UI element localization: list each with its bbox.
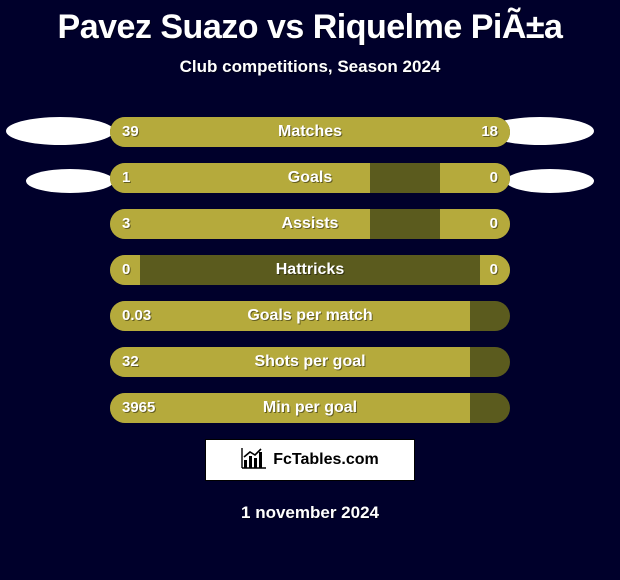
- comparison-chart: 3918Matches 10Goals 30Assists 00Hattricks 0.…: [0, 117, 620, 423]
- stat-label: Assists: [110, 209, 510, 239]
- stat-label: Hattricks: [110, 255, 510, 285]
- stat-label: Shots per goal: [110, 347, 510, 377]
- page-title: Pavez Suazo vs Riquelme PiÃ±a: [0, 0, 620, 47]
- stat-row: 00Hattricks: [0, 255, 620, 285]
- stat-row: 3918Matches: [0, 117, 620, 147]
- date-label: 1 november 2024: [0, 503, 620, 523]
- stat-row: 0.03Goals per match: [0, 301, 620, 331]
- stat-label: Goals: [110, 163, 510, 193]
- stat-label: Min per goal: [110, 393, 510, 423]
- stat-row: 32Shots per goal: [0, 347, 620, 377]
- stat-label: Matches: [110, 117, 510, 147]
- subtitle: Club competitions, Season 2024: [0, 57, 620, 77]
- source-badge-label: FcTables.com: [273, 451, 379, 469]
- stat-label: Goals per match: [110, 301, 510, 331]
- stat-row: 30Assists: [0, 209, 620, 239]
- stat-row: 10Goals: [0, 163, 620, 193]
- stat-row: 3965Min per goal: [0, 393, 620, 423]
- chart-icon: [241, 447, 267, 474]
- source-badge: FcTables.com: [205, 439, 415, 481]
